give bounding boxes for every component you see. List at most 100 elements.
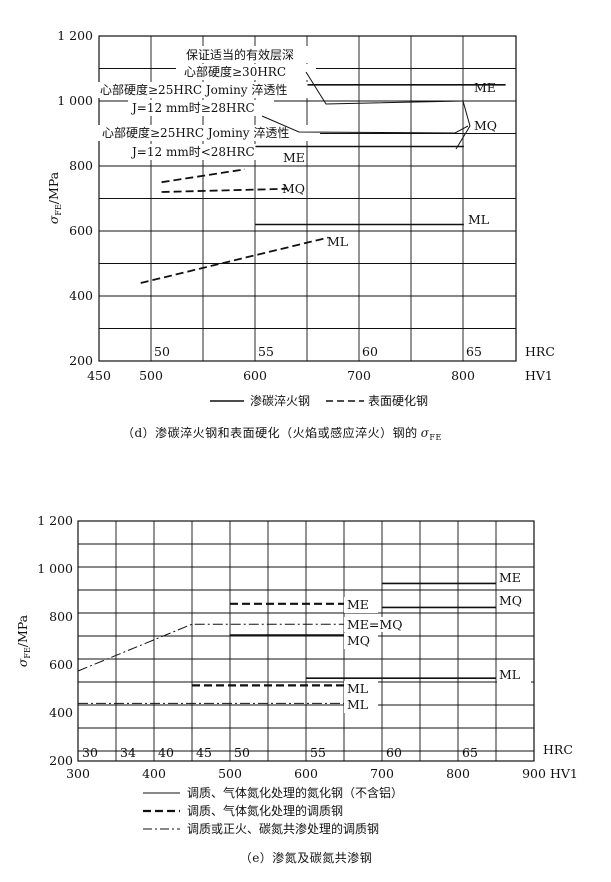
chart-e-ylabel-symbol: σ	[15, 658, 30, 667]
leader-lower	[261, 115, 469, 134]
chart-d-hrc-tick: 50	[154, 344, 170, 359]
chart-d-ylabel-sub: FE	[54, 204, 63, 216]
chart-d-label-mq-carb: MQ	[474, 118, 497, 133]
chart-e-hrc-tick: 34	[120, 745, 136, 760]
chart-d-hrc-tick: 60	[362, 344, 378, 359]
chart-e-ylabel-unit: /MPa	[15, 614, 30, 647]
chart-e-label-me-nitrided: ME	[499, 570, 521, 585]
chart-d-label-me-surf: ME	[283, 150, 305, 165]
bracket-top	[462, 100, 471, 127]
bracket-bottom	[455, 125, 471, 150]
chart-e-label-mq-nitrided: MQ	[499, 593, 522, 608]
chart-d-hrc-tick: 55	[258, 344, 274, 359]
label-bg	[344, 681, 378, 697]
chart-e-hv-tick: 800	[446, 766, 470, 781]
chart-e-ytick: 1 200	[37, 513, 73, 528]
annotation-j12-ge: J=12 mm时≥28HRC	[130, 101, 255, 115]
chart-d-ytick: 1 000	[57, 93, 93, 108]
chart-d-ytick: 1 200	[57, 28, 93, 43]
chart-d-hrc-tick: 65	[466, 344, 482, 359]
chart-d-series-line-dashed-4	[161, 187, 287, 193]
chart-e-hv-tick: 400	[142, 766, 166, 781]
chart-d-ytick: 200	[69, 353, 93, 368]
chart-d-legend-surface: 表面硬化钢	[368, 394, 428, 408]
chart-d-hrc-unit: HRC	[525, 344, 555, 359]
chart-d-caption: （d）渗碳淬火钢和表面硬化（火焰或感应淬火）钢的 σFE	[122, 425, 442, 442]
chart-d-ylabel: σFE/MPa	[46, 171, 63, 224]
annotation-bg	[176, 64, 316, 80]
chart-e-legend-nitrided: 调质、气体氮化处理的氮化钢（不含铝）	[187, 785, 403, 800]
label-bg	[344, 633, 378, 649]
chart-d-hv-tick: 800	[451, 368, 475, 383]
label-bg	[497, 593, 531, 609]
chart-d-ylabel-symbol: σ	[46, 215, 61, 224]
chart-e-series-line-dashdot-6	[77, 623, 344, 672]
chart-e-hrc-tick: 60	[386, 745, 402, 760]
chart-d-label-ml-surf: ML	[327, 234, 348, 249]
chart-d-label-mq-surf: MQ	[282, 181, 305, 196]
chart-e-label-me-qt: ME	[347, 597, 369, 612]
chart-d-ytick: 600	[69, 223, 93, 238]
chart-e-hv-tick: 900	[522, 766, 546, 781]
chart-d-caption-symbol: σ	[421, 426, 430, 440]
chart-d-hv-tick: 450	[87, 368, 111, 383]
chart-d-hv-unit: HV1	[525, 368, 553, 383]
annotation-bg	[98, 125, 320, 141]
chart-e-hrc-tick: 50	[234, 745, 250, 760]
chart-e-label-ml-nitrided: ML	[499, 667, 520, 682]
annotation-j12-lt: J=12 mm时<28HRC	[130, 145, 255, 159]
chart-e-ylabel-sub: FE	[23, 647, 32, 659]
chart-e-grid	[78, 521, 534, 761]
annotation-bg	[98, 82, 320, 98]
label-bg	[344, 697, 378, 713]
chart-e: 1 200 1 000 800 600 400 200 σFE/MPa 30 3…	[15, 513, 578, 865]
chart-d: 1 200 1 000 800 600 400 200 σFE/MPa 50 5…	[46, 28, 555, 442]
chart-d-caption-text: （d）渗碳淬火钢和表面硬化（火焰或感应淬火）钢的	[122, 425, 418, 440]
annotation-core-25hrc-b: 心部硬度≥25HRC Jominy 淬透性	[102, 125, 289, 140]
chart-e-hrc-unit: HRC	[543, 742, 573, 757]
label-bg	[344, 597, 378, 613]
chart-e-hrc-tick: 30	[82, 745, 98, 760]
chart-d-ytick: 800	[69, 158, 93, 173]
chart-e-ytick: 800	[49, 609, 73, 624]
chart-d-label-ml-carb: ML	[468, 212, 489, 227]
chart-e-legend-qt: 调质、气体氮化处理的调质钢	[187, 803, 343, 818]
chart-d-hv-tick: 500	[139, 368, 163, 383]
annotation-core-30hrc: 心部硬度≥30HRC	[184, 64, 286, 79]
annotation-bg	[128, 144, 268, 160]
chart-e-ytick: 600	[49, 657, 73, 672]
chart-d-series	[140, 84, 506, 284]
label-bg	[497, 569, 531, 585]
chart-e-label-ml-qt: ML	[347, 681, 368, 696]
chart-e-ytick: 200	[49, 753, 73, 768]
chart-d-ylabel-unit: /MPa	[46, 171, 61, 204]
chart-e-hv-unit: HV1	[550, 766, 578, 781]
leader-upper	[305, 71, 464, 105]
chart-e-legend-cn: 调质或正火、碳氮共渗处理的调质钢	[187, 821, 379, 836]
chart-e-caption: （e）渗氮及碳氮共渗钢	[240, 850, 373, 865]
chart-e-ytick: 1 000	[37, 561, 73, 576]
chart-d-series-line-dashed-3	[161, 168, 246, 184]
chart-e-hrc-tick: 65	[462, 745, 478, 760]
chart-d-frame	[98, 35, 517, 362]
chart-e-hrc-tick: 45	[196, 745, 212, 760]
chart-d-series-line-dashed-5	[140, 236, 329, 284]
annotation-core-25hrc-a: 心部硬度≥25HRC Jominy 淬透性	[100, 82, 287, 97]
label-bg	[497, 667, 531, 683]
label-bg	[344, 617, 416, 632]
chart-e-label-ml-cn: ML	[347, 697, 368, 712]
chart-d-legend-carburized: 渗碳淬火钢	[250, 393, 310, 408]
chart-e-hv-tick: 700	[370, 766, 394, 781]
annotation-bg	[128, 100, 274, 116]
chart-e-label-mq-qt: MQ	[347, 633, 370, 648]
chart-e-frame	[77, 520, 535, 762]
chart-e-hrc-tick: 40	[158, 745, 174, 760]
chart-d-hv-tick: 700	[347, 368, 371, 383]
chart-e-ytick: 400	[49, 705, 73, 720]
chart-d-caption-sub: FE	[429, 433, 441, 442]
chart-d-label-me-carb: ME	[474, 80, 496, 95]
chart-e-ylabel: σFE/MPa	[15, 614, 32, 667]
annotation-layer-depth: 保证适当的有效层深	[186, 47, 294, 62]
